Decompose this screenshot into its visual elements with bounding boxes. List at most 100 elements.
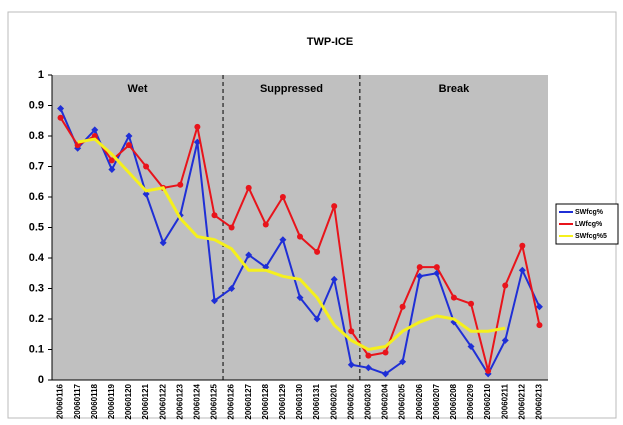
y-tick-label: 0.9	[29, 99, 44, 111]
point	[485, 367, 492, 374]
point	[143, 163, 150, 170]
point	[399, 358, 407, 366]
x-tick-label: 20060210	[483, 383, 492, 419]
x-tick-label: 20060212	[517, 383, 526, 419]
point	[228, 224, 235, 231]
section-label: Break	[439, 83, 470, 95]
point	[159, 239, 167, 247]
x-tick-label: 20060129	[278, 383, 287, 419]
point	[108, 166, 116, 174]
point	[365, 352, 372, 359]
y-tick-label: 0.8	[29, 130, 44, 142]
point	[433, 264, 440, 271]
point	[536, 322, 543, 329]
point	[296, 294, 304, 302]
point	[57, 105, 65, 113]
x-tick-label: 20060125	[210, 383, 219, 419]
point	[211, 212, 218, 219]
x-tick-label: 20060208	[449, 383, 458, 419]
point	[297, 233, 303, 240]
point	[313, 315, 321, 323]
y-tick-label: 0.5	[29, 221, 44, 233]
point	[468, 300, 475, 307]
point	[74, 142, 81, 149]
x-tick-label: 20060130	[295, 383, 304, 419]
x-tick-label: 20060120	[124, 383, 133, 419]
point	[314, 248, 321, 255]
point	[194, 123, 201, 130]
point	[330, 275, 338, 283]
section-label: Suppressed	[260, 83, 323, 95]
point	[228, 285, 236, 292]
point	[125, 142, 132, 149]
x-tick-label: 20060116	[56, 383, 65, 419]
y-tick-label: 0.4	[29, 252, 45, 264]
point	[125, 132, 133, 140]
point	[382, 349, 389, 356]
point	[519, 242, 526, 249]
legend-label: LWfcg%	[575, 221, 603, 228]
point	[279, 194, 286, 200]
chart-title: TWP-ICE	[307, 36, 353, 48]
y-tick-label: 0.6	[29, 191, 44, 203]
x-tick-label: 20060201	[329, 383, 338, 419]
point	[91, 133, 98, 139]
point	[142, 190, 150, 198]
point	[262, 221, 269, 228]
x-tick-label: 20060126	[227, 383, 236, 419]
x-tick-label: 20060124	[192, 383, 201, 419]
x-tick-label: 20060211	[500, 383, 509, 419]
point	[348, 328, 355, 335]
x-tick-label: 20060122	[158, 383, 167, 419]
point	[91, 126, 99, 134]
x-tick-label: 20060127	[244, 383, 253, 419]
point	[535, 303, 543, 311]
y-tick-label: 0.3	[29, 282, 44, 294]
x-tick-label: 20060213	[535, 383, 544, 419]
x-tick-label: 20060128	[261, 383, 270, 419]
x-tick-label: 20060119	[107, 383, 116, 419]
x-tick-label: 20060209	[466, 383, 475, 419]
x-tick-label: 20060205	[398, 383, 407, 419]
y-tick-label: 0.2	[29, 313, 44, 325]
x-tick-label: 20060131	[312, 383, 321, 419]
x-tick-label: 20060123	[175, 383, 184, 419]
x-tick-label: 20060207	[432, 383, 441, 419]
legend-label: SWfcg%5	[575, 233, 607, 240]
section-label: Wet	[128, 83, 148, 95]
point	[399, 303, 406, 310]
point	[382, 370, 390, 378]
series-line	[77, 137, 506, 352]
plot-area	[52, 75, 548, 380]
point	[57, 114, 64, 121]
legend-label: SWfcg%	[575, 209, 604, 216]
y-tick-label: 0.7	[29, 160, 44, 172]
point	[347, 361, 355, 369]
point	[331, 203, 338, 210]
point	[502, 282, 509, 289]
point	[467, 342, 475, 350]
y-tick-label: 0.1	[29, 343, 44, 355]
x-tick-label: 20060203	[364, 383, 373, 419]
point	[416, 272, 424, 280]
x-tick-label: 20060121	[141, 383, 150, 419]
x-tick-label: 20060202	[346, 383, 355, 419]
x-tick-label: 20060206	[415, 383, 424, 419]
point	[245, 251, 253, 259]
y-tick-label: 0	[38, 374, 44, 386]
point	[501, 336, 509, 344]
point	[210, 297, 218, 305]
x-tick-label: 20060117	[73, 383, 82, 419]
point	[518, 266, 526, 274]
point	[450, 294, 457, 301]
point	[177, 181, 184, 188]
point	[279, 236, 287, 244]
y-tick-label: 1	[38, 69, 44, 81]
point	[108, 157, 115, 164]
x-tick-label: 20060204	[381, 383, 390, 419]
point	[416, 264, 423, 271]
point	[245, 184, 252, 191]
x-tick-label: 20060118	[90, 383, 99, 419]
point	[364, 364, 372, 372]
